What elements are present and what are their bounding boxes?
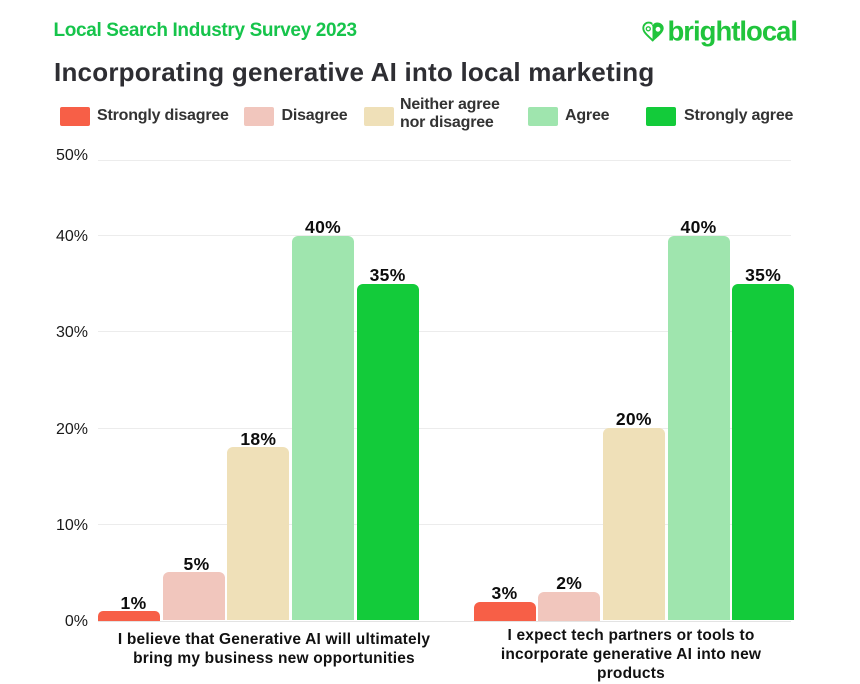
svg-text:brightlocal: brightlocal <box>668 19 798 46</box>
